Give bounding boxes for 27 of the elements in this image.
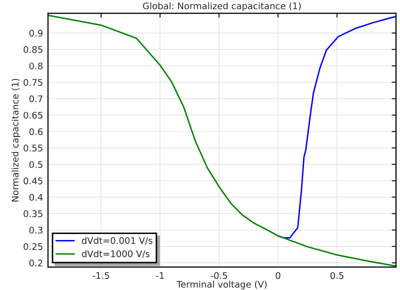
- y-tick-label: 0.35: [24, 210, 42, 218]
- legend-label: dVdt=1000 V/s: [82, 250, 150, 258]
- y-tick-label: 0.55: [24, 144, 42, 152]
- y-tick-label: 0.5: [29, 161, 42, 168]
- y-tick-label: 0.8: [29, 62, 43, 70]
- x-tick-label: -0.5: [210, 272, 228, 279]
- y-tick-label: 0.85: [24, 46, 42, 54]
- y-tick-label: 0.45: [24, 177, 42, 184]
- x-axis-title: Terminal voltage (V): [176, 280, 267, 290]
- y-tick-label: 0.6: [29, 128, 43, 136]
- x-tick-label: -1.5: [92, 272, 110, 279]
- chart-title: Global: Normalized capacitance (1): [143, 2, 301, 12]
- x-tick-label: 0.5: [330, 272, 344, 279]
- y-tick-label: 0.25: [24, 243, 42, 250]
- y-tick-label: 0.3: [29, 226, 42, 234]
- line-series: [277, 16, 396, 239]
- y-tick-label: 0.75: [24, 79, 42, 86]
- line-series: [48, 14, 396, 267]
- y-tick-label: 0.4: [29, 194, 43, 201]
- y-tick-label: 0.2: [29, 260, 42, 266]
- y-tick-label: 0.7: [29, 95, 42, 102]
- legend-label: dVdt=0.001 V/s: [82, 236, 152, 245]
- y-axis-title: Normalized capacitance (1): [12, 78, 20, 202]
- y-tick-label: 0.65: [24, 112, 42, 119]
- x-tick-label: 0: [276, 272, 280, 279]
- x-tick-label: -1: [156, 272, 164, 279]
- y-tick-label: 0.9: [29, 30, 43, 37]
